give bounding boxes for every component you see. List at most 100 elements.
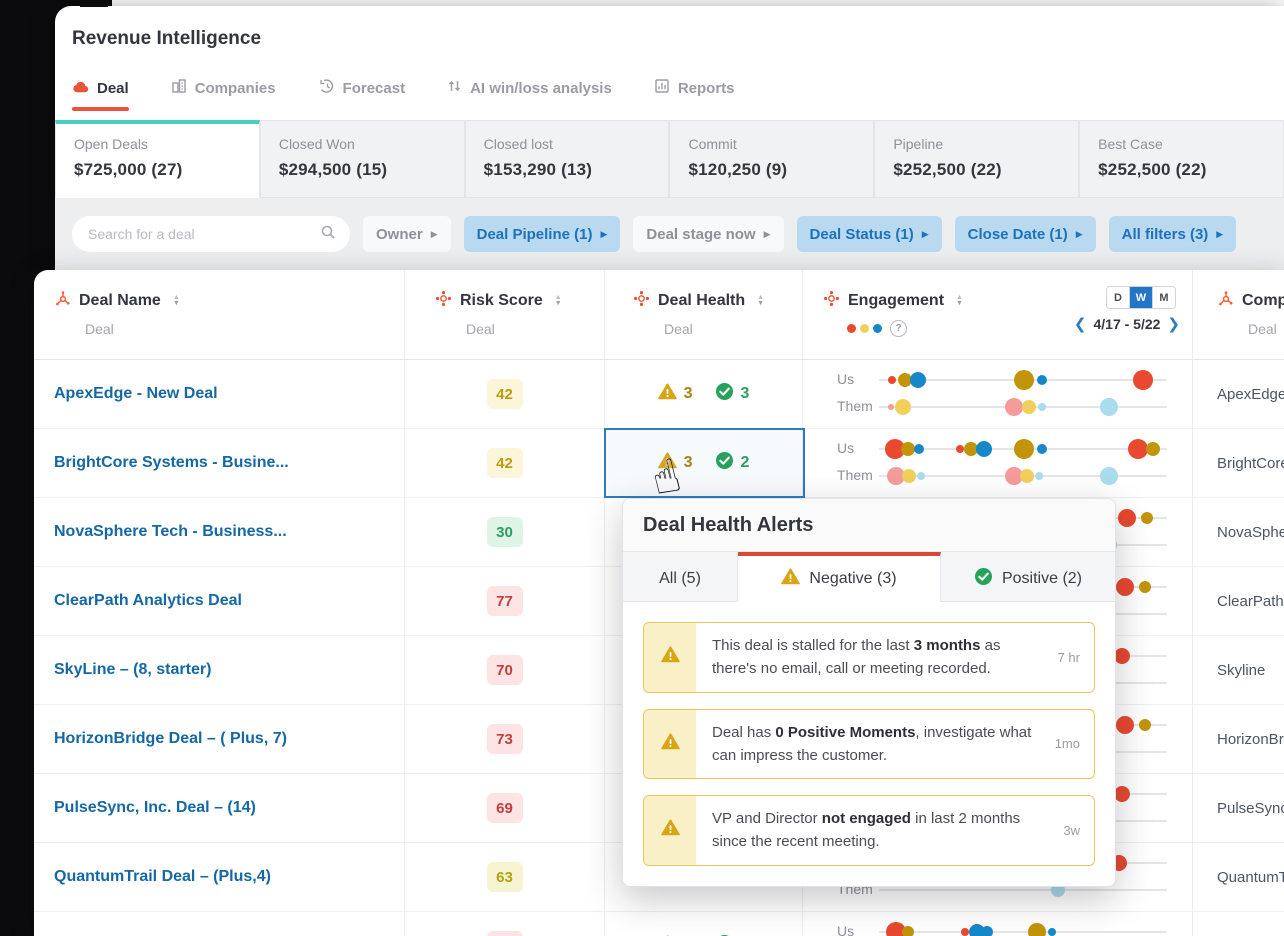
engagement-dot[interactable] [1100, 398, 1119, 416]
sort-icon[interactable]: ▲ ▼ [757, 294, 765, 307]
engagement-dot[interactable] [1047, 928, 1056, 936]
engagement-dot[interactable] [1132, 370, 1153, 390]
negative-alerts[interactable]: 3 [657, 452, 693, 474]
toggle-d[interactable]: D [1107, 287, 1130, 308]
engagement-dot[interactable] [1114, 648, 1131, 664]
engagement-dot[interactable] [887, 404, 894, 410]
filter-chip-owner[interactable]: Owner ▶ [363, 216, 451, 252]
summary-card-pipeline[interactable]: Pipeline $252,500 (22) [874, 120, 1080, 198]
deal-name-link[interactable]: NovaSphere Tech - Business... [34, 498, 405, 567]
deal-name-link[interactable]: SkyLine – (8, starter) [34, 636, 405, 705]
summary-card-open-deals[interactable]: Open Deals $725,000 (27) [55, 120, 260, 198]
engagement-dot[interactable] [1020, 469, 1035, 483]
summary-card-closed-won[interactable]: Closed Won $294,500 (15) [259, 120, 465, 198]
column-header-line: Company▲▼ [1217, 290, 1284, 312]
engagement-dot[interactable] [1128, 439, 1149, 459]
popup-tab-all-5-[interactable]: All (5) [623, 552, 738, 602]
engagement-dot[interactable] [1014, 370, 1035, 390]
engagement-dot[interactable] [1005, 398, 1024, 416]
engagement-dot[interactable] [901, 926, 914, 936]
column-header-company[interactable]: Company▲▼ Deal [1193, 270, 1284, 360]
nav-tab-deal[interactable]: Deal [72, 79, 129, 111]
engagement-dot[interactable] [1037, 375, 1048, 385]
engagement-dot[interactable] [981, 926, 993, 936]
engagement-dot[interactable] [887, 467, 906, 485]
engagement-dot[interactable] [1021, 400, 1036, 414]
engagement-dot[interactable] [886, 922, 907, 936]
sort-icon[interactable]: ▲ ▼ [956, 294, 963, 307]
engagement-dot[interactable] [897, 373, 912, 387]
engagement-dot[interactable] [1035, 472, 1044, 480]
column-header-subtitle: Deal [664, 321, 693, 337]
chevron-right-icon[interactable]: ❯ [1167, 315, 1180, 333]
nav-tab-ai-win-loss-analysis[interactable]: AI win/loss analysis [447, 78, 612, 111]
engagement-dot[interactable] [955, 445, 964, 453]
engagement-dot[interactable] [1050, 883, 1065, 897]
filter-chip-all-filters-3-[interactable]: All filters (3) ▶ [1108, 216, 1237, 252]
engagement-dot[interactable] [976, 441, 993, 457]
filter-chip-deal-stage-now[interactable]: Deal stage now ▶ [633, 216, 784, 252]
chevron-left-icon[interactable]: ❮ [1073, 315, 1087, 333]
engagement-dot[interactable] [1116, 578, 1135, 596]
summary-card-best-case[interactable]: Best Case $252,500 (22) [1079, 120, 1284, 198]
summary-card-closed-lost[interactable]: Closed lost $153,290 (13) [464, 120, 670, 198]
engagement-dot[interactable] [961, 928, 970, 936]
summary-card-commit[interactable]: Commit $120,250 (9) [669, 120, 875, 198]
popup-tab-negative-3-[interactable]: Negative (3) [738, 552, 941, 602]
nav-tab-forecast[interactable]: Forecast [318, 78, 405, 111]
deal-name-link[interactable]: ApexEdge - New Deal [34, 360, 405, 429]
nav-tab-companies[interactable]: Companies [171, 78, 276, 111]
negative-alerts[interactable]: 3 [657, 383, 693, 405]
engagement-dot[interactable] [902, 469, 917, 483]
engagement-dot[interactable] [884, 439, 905, 459]
deal-name-link[interactable]: PulseSync, Inc. Deal – (14) [34, 774, 405, 843]
column-header-label: Deal Health [658, 292, 746, 309]
engagement-dot[interactable] [1037, 403, 1046, 411]
engagement-dot[interactable] [1037, 444, 1048, 454]
column-header-engagement[interactable]: Engagement ▲ ▼? D W M ❮ 4/17 - 5/22 ❯ [803, 270, 1193, 360]
nav-tab-label: Companies [194, 79, 276, 97]
engagement-dot[interactable] [900, 442, 915, 456]
engagement-dot[interactable] [968, 924, 985, 936]
engagement-dot[interactable] [1139, 719, 1152, 731]
engagement-dot[interactable] [1100, 467, 1119, 485]
engagement-dot[interactable] [914, 444, 925, 454]
filter-chip-deal-status-1-[interactable]: Deal Status (1) ▶ [796, 216, 942, 252]
engagement-dot[interactable] [1114, 786, 1131, 802]
toggle-w[interactable]: W [1130, 287, 1153, 308]
search-input[interactable] [86, 225, 312, 243]
deal-name-link[interactable] [34, 912, 405, 936]
column-header-deal-name[interactable]: Deal Name ▲ ▼ Deal [34, 270, 405, 360]
toggle-m[interactable]: M [1153, 287, 1175, 308]
deal-name-link[interactable]: QuantumTrail Deal – (Plus,4) [34, 843, 405, 912]
deal-health-cell[interactable]: 11 [605, 912, 803, 936]
deal-name-link[interactable]: BrightCore Systems - Busine... [34, 429, 405, 498]
nav-tab-reports[interactable]: Reports [654, 78, 735, 111]
engagement-dot[interactable] [1014, 439, 1035, 459]
sort-icon[interactable]: ▲ ▼ [554, 294, 562, 307]
help-icon[interactable]: ? [890, 320, 907, 337]
engagement-dot[interactable] [1140, 512, 1153, 524]
positive-alerts[interactable]: 2 [715, 451, 749, 475]
engagement-dot[interactable] [917, 472, 926, 480]
engagement-dot[interactable] [964, 442, 979, 456]
engagement-dot[interactable] [909, 372, 926, 388]
column-header-deal-health[interactable]: Deal Health ▲ ▼ Deal [605, 270, 803, 360]
engagement-dot[interactable] [1117, 509, 1136, 527]
engagement-dot[interactable] [887, 376, 896, 384]
engagement-dot[interactable] [1145, 442, 1160, 456]
engagement-dot[interactable] [1028, 923, 1047, 936]
engagement-dot[interactable] [1116, 716, 1135, 734]
column-header-risk-score[interactable]: Risk Score ▲ ▼ Deal [405, 270, 605, 360]
popup-tab-positive-2-[interactable]: Positive (2) [941, 552, 1115, 602]
engagement-dot[interactable] [1139, 581, 1152, 593]
positive-alerts[interactable]: 3 [715, 382, 749, 406]
deal-name-link[interactable]: HorizonBridge Deal – ( Plus, 7) [34, 705, 405, 774]
engagement-dot[interactable] [1005, 467, 1024, 485]
sort-icon[interactable]: ▲ ▼ [172, 294, 180, 307]
filter-chip-deal-pipeline-1-[interactable]: Deal Pipeline (1) ▶ [463, 216, 621, 252]
deal-name-link[interactable]: ClearPath Analytics Deal [34, 567, 405, 636]
filter-chip-close-date-1-[interactable]: Close Date (1) ▶ [954, 216, 1096, 252]
engagement-dot[interactable] [895, 399, 912, 415]
